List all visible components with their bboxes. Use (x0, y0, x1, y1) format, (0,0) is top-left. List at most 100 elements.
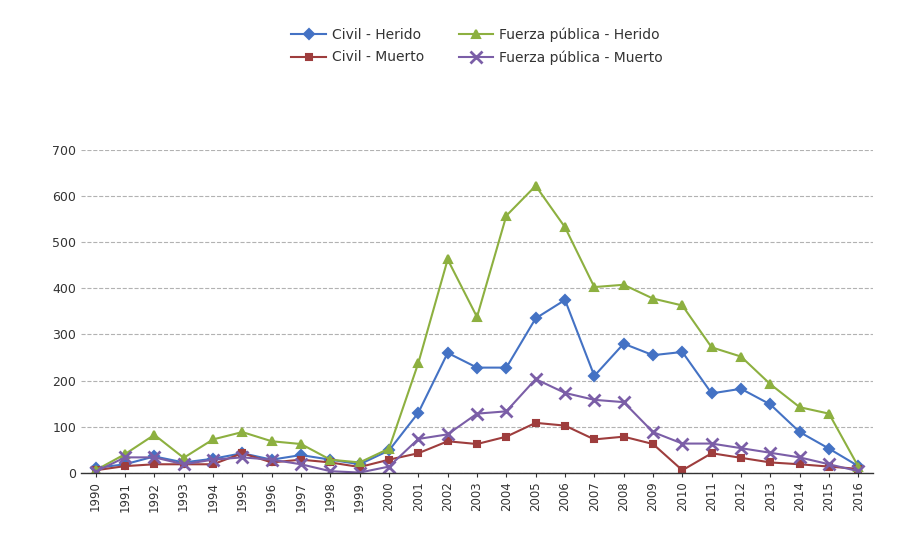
Civil - Muerto (560, 423, 571, 429)
Fuerza pública - Muerto (735, 445, 746, 452)
Fuerza pública - Muerto (648, 429, 659, 436)
Fuerza pública - Muerto (677, 440, 688, 447)
Civil - Herido (120, 461, 130, 468)
Fuerza pública - Muerto (824, 461, 834, 468)
Fuerza pública - Muerto (208, 456, 219, 463)
Fuerza pública - Muerto (589, 397, 599, 403)
Fuerza pública - Muerto (90, 468, 101, 475)
Fuerza pública - Herido (472, 314, 482, 320)
Fuerza pública - Muerto (120, 454, 130, 461)
Fuerza pública - Muerto (530, 376, 541, 382)
Civil - Herido (208, 455, 219, 462)
Civil - Muerto (795, 461, 806, 468)
Civil - Muerto (120, 463, 130, 469)
Civil - Muerto (413, 450, 424, 456)
Civil - Muerto (530, 419, 541, 426)
Civil - Muerto (295, 456, 306, 463)
Line: Fuerza pública - Herido: Fuerza pública - Herido (92, 182, 862, 474)
Fuerza pública - Herido (765, 381, 776, 387)
Fuerza pública - Muerto (765, 449, 776, 456)
Civil - Muerto (589, 436, 599, 442)
Fuerza pública - Herido (295, 441, 306, 447)
Civil - Muerto (266, 459, 277, 466)
Civil - Muerto (501, 433, 512, 440)
Civil - Herido (178, 459, 189, 466)
Fuerza pública - Herido (208, 436, 219, 442)
Fuerza pública - Herido (735, 353, 746, 360)
Fuerza pública - Muerto (383, 463, 394, 470)
Line: Fuerza pública - Muerto: Fuerza pública - Muerto (90, 374, 864, 478)
Civil - Herido (501, 365, 512, 371)
Fuerza pública - Herido (325, 456, 336, 463)
Civil - Herido (442, 350, 453, 356)
Civil - Muerto (765, 459, 776, 466)
Civil - Herido (706, 390, 717, 397)
Fuerza pública - Herido (824, 410, 834, 417)
Legend: Civil - Herido, Civil - Muerto, Fuerza pública - Herido, Fuerza pública - Muerto: Civil - Herido, Civil - Muerto, Fuerza p… (286, 22, 668, 70)
Fuerza pública - Muerto (325, 468, 336, 474)
Civil - Muerto (148, 461, 159, 468)
Fuerza pública - Muerto (148, 454, 159, 461)
Civil - Herido (589, 373, 599, 379)
Fuerza pública - Muerto (266, 456, 277, 463)
Fuerza pública - Herido (618, 281, 629, 288)
Civil - Muerto (677, 467, 688, 474)
Civil - Herido (677, 349, 688, 355)
Civil - Muerto (178, 461, 189, 468)
Civil - Herido (413, 410, 424, 416)
Fuerza pública - Muerto (560, 390, 571, 396)
Fuerza pública - Muerto (472, 410, 482, 417)
Fuerza pública - Muerto (618, 399, 629, 405)
Line: Civil - Herido: Civil - Herido (92, 296, 862, 471)
Civil - Herido (355, 461, 365, 468)
Fuerza pública - Herido (355, 459, 365, 466)
Fuerza pública - Muerto (442, 431, 453, 438)
Fuerza pública - Muerto (237, 454, 248, 461)
Fuerza pública - Herido (501, 213, 512, 219)
Civil - Muerto (472, 441, 482, 447)
Civil - Muerto (208, 461, 219, 468)
Fuerza pública - Muerto (413, 436, 424, 442)
Civil - Muerto (618, 433, 629, 440)
Fuerza pública - Herido (589, 284, 599, 291)
Fuerza pública - Herido (442, 256, 453, 263)
Civil - Herido (90, 465, 101, 471)
Fuerza pública - Herido (853, 463, 864, 470)
Civil - Herido (824, 445, 834, 452)
Civil - Muerto (383, 456, 394, 463)
Fuerza pública - Herido (266, 438, 277, 445)
Civil - Herido (237, 450, 248, 456)
Civil - Herido (383, 447, 394, 454)
Civil - Herido (560, 297, 571, 303)
Fuerza pública - Herido (90, 467, 101, 474)
Civil - Muerto (442, 438, 453, 445)
Fuerza pública - Herido (560, 224, 571, 230)
Civil - Herido (530, 315, 541, 322)
Civil - Herido (765, 401, 776, 408)
Civil - Herido (648, 352, 659, 358)
Civil - Herido (618, 340, 629, 347)
Civil - Herido (295, 452, 306, 458)
Fuerza pública - Herido (178, 455, 189, 461)
Civil - Herido (148, 453, 159, 460)
Civil - Muerto (824, 463, 834, 470)
Fuerza pública - Herido (795, 404, 806, 410)
Fuerza pública - Herido (120, 451, 130, 458)
Fuerza pública - Herido (148, 432, 159, 438)
Fuerza pública - Herido (383, 445, 394, 452)
Civil - Muerto (853, 466, 864, 472)
Civil - Muerto (355, 464, 365, 470)
Fuerza pública - Herido (237, 429, 248, 436)
Fuerza pública - Herido (706, 344, 717, 351)
Civil - Herido (795, 429, 806, 436)
Fuerza pública - Muerto (295, 461, 306, 468)
Fuerza pública - Herido (413, 360, 424, 366)
Civil - Herido (735, 386, 746, 392)
Fuerza pública - Muerto (178, 461, 189, 468)
Civil - Herido (325, 456, 336, 463)
Civil - Muerto (706, 450, 717, 456)
Civil - Muerto (735, 455, 746, 461)
Civil - Herido (853, 463, 864, 469)
Civil - Muerto (237, 450, 248, 456)
Civil - Herido (472, 365, 482, 371)
